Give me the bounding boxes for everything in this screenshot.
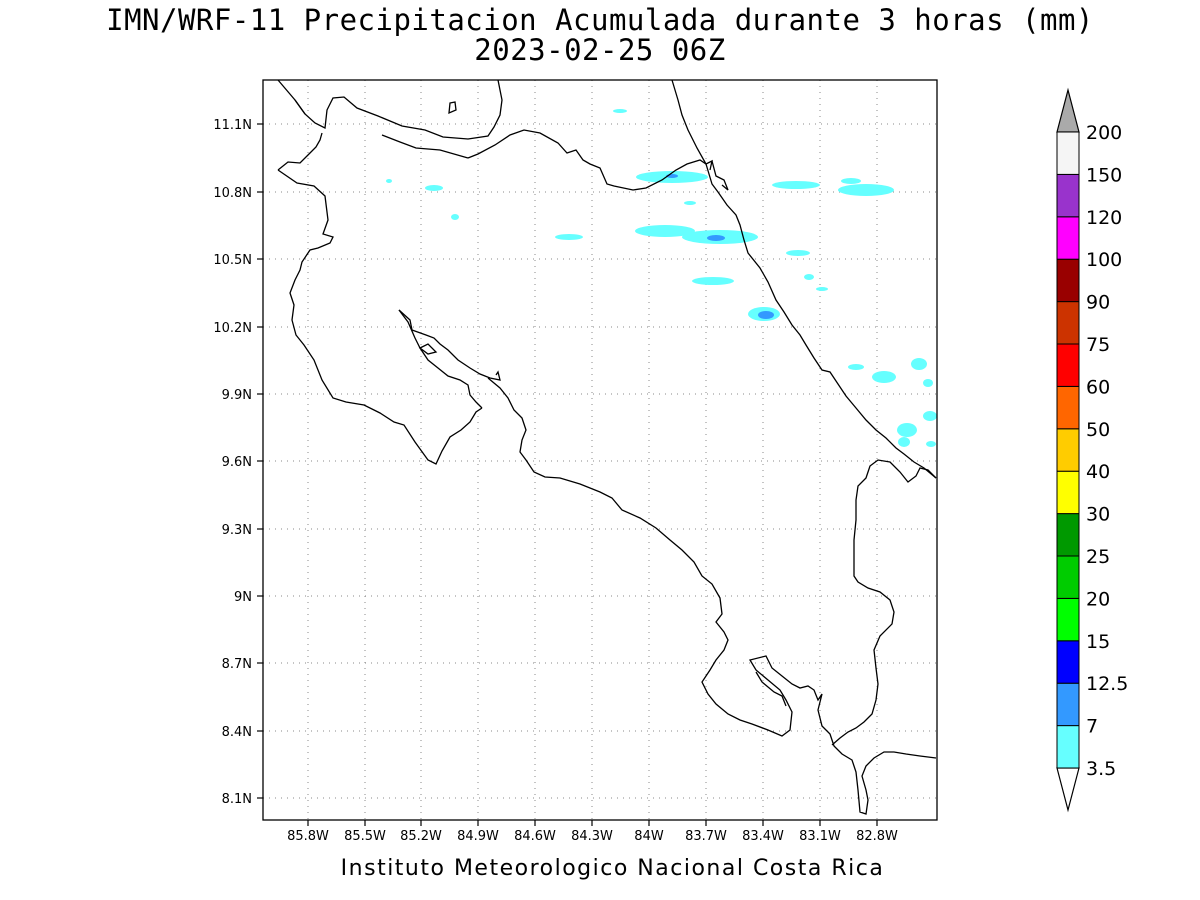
- longitude-ticks: 85.8W 85.5W 85.2W 84.9W 84.6W 84.3W 84W 83.7W 83…: [287, 820, 898, 844]
- x-tick-label: 83.7W: [685, 829, 727, 844]
- x-tick-label: 85.5W: [344, 829, 386, 844]
- y-tick-label: 11.1N: [213, 118, 252, 133]
- colorbar-bottom-arrow-icon: [1056, 767, 1080, 813]
- y-tick-label: 8.1N: [222, 792, 252, 807]
- colorbar-label: 150: [1086, 164, 1122, 186]
- colorbar-label: 200: [1086, 122, 1122, 144]
- colorbar-label: 40: [1086, 461, 1110, 483]
- colorbar-label: 15: [1086, 631, 1110, 653]
- y-tick-label: 10.8N: [213, 186, 252, 201]
- footer-credit: Instituto Meteorologico Nacional Costa R…: [340, 856, 885, 881]
- colorbar-swatch: [1056, 555, 1080, 599]
- colorbar-label: 25: [1086, 546, 1110, 568]
- colorbar-label: 100: [1086, 249, 1122, 271]
- colorbar-swatch: [1056, 428, 1080, 472]
- x-tick-label: 85.2W: [400, 829, 442, 844]
- colorbar-swatch: [1056, 216, 1080, 260]
- colorbar-swatch: [1056, 173, 1080, 218]
- colorbar-label: 60: [1086, 376, 1110, 398]
- map-title: IMN/WRF-11 Precipitacion Acumulada duran…: [106, 3, 1094, 37]
- colorbar-label: 20: [1086, 588, 1110, 610]
- precipitation-areas-7mm: [666, 174, 774, 319]
- y-tick-label: 10.2N: [213, 321, 252, 336]
- y-tick-label: 9.3N: [222, 523, 252, 538]
- colorbar-swatch: [1056, 301, 1080, 345]
- colorbar-swatch: [1056, 597, 1080, 642]
- grid-lines: [263, 80, 937, 820]
- colorbar-label: 30: [1086, 504, 1110, 526]
- y-tick-label: 9.6N: [222, 455, 252, 470]
- colorbar-label: 7: [1086, 716, 1098, 738]
- x-tick-label: 82.8W: [856, 829, 898, 844]
- colorbar: 3.5 7 12.5 15 20 25 30 40 50 60 75 90 100 120 150 200: [1056, 87, 1128, 813]
- y-tick-label: 8.4N: [222, 725, 252, 740]
- colorbar-label: 75: [1086, 334, 1110, 356]
- colorbar-label: 50: [1086, 419, 1110, 441]
- x-tick-label: 84.6W: [514, 829, 556, 844]
- y-tick-label: 9N: [234, 590, 252, 605]
- y-tick-label: 8.7N: [222, 657, 252, 672]
- latitude-ticks: 8.1N 8.4N 8.7N 9N 9.3N 9.6N 9.9N 10.2N 10.5N 10.8…: [213, 118, 263, 807]
- x-tick-label: 85.8W: [287, 829, 329, 844]
- colorbar-swatch: [1056, 725, 1080, 769]
- colorbar-top-arrow-icon: [1056, 87, 1080, 133]
- x-tick-label: 84.3W: [571, 829, 613, 844]
- y-tick-label: 10.5N: [213, 253, 252, 268]
- colorbar-swatch: [1056, 343, 1080, 387]
- colorbar-swatch: [1056, 131, 1080, 175]
- colorbar-label: 120: [1086, 207, 1122, 229]
- map-subtitle: 2023-02-25 06Z: [474, 33, 726, 67]
- colorbar-label: 3.5: [1086, 758, 1116, 780]
- colorbar-swatch: [1056, 682, 1080, 727]
- colorbar-swatch: [1056, 640, 1080, 684]
- x-tick-label: 83.1W: [799, 829, 841, 844]
- coastlines: [277, 79, 937, 815]
- x-tick-label: 84.9W: [457, 829, 499, 844]
- x-tick-label: 84W: [634, 829, 664, 844]
- colorbar-label: 12.5: [1086, 673, 1128, 695]
- colorbar-swatch: [1056, 258, 1080, 303]
- colorbar-swatch: [1056, 513, 1080, 557]
- colorbar-swatch: [1056, 470, 1080, 515]
- x-tick-label: 83.4W: [742, 829, 784, 844]
- colorbar-label: 90: [1086, 292, 1110, 314]
- colorbar-swatch: [1056, 385, 1080, 430]
- map-frame: [262, 79, 938, 821]
- y-tick-label: 9.9N: [222, 388, 252, 403]
- precipitation-areas: [386, 109, 937, 447]
